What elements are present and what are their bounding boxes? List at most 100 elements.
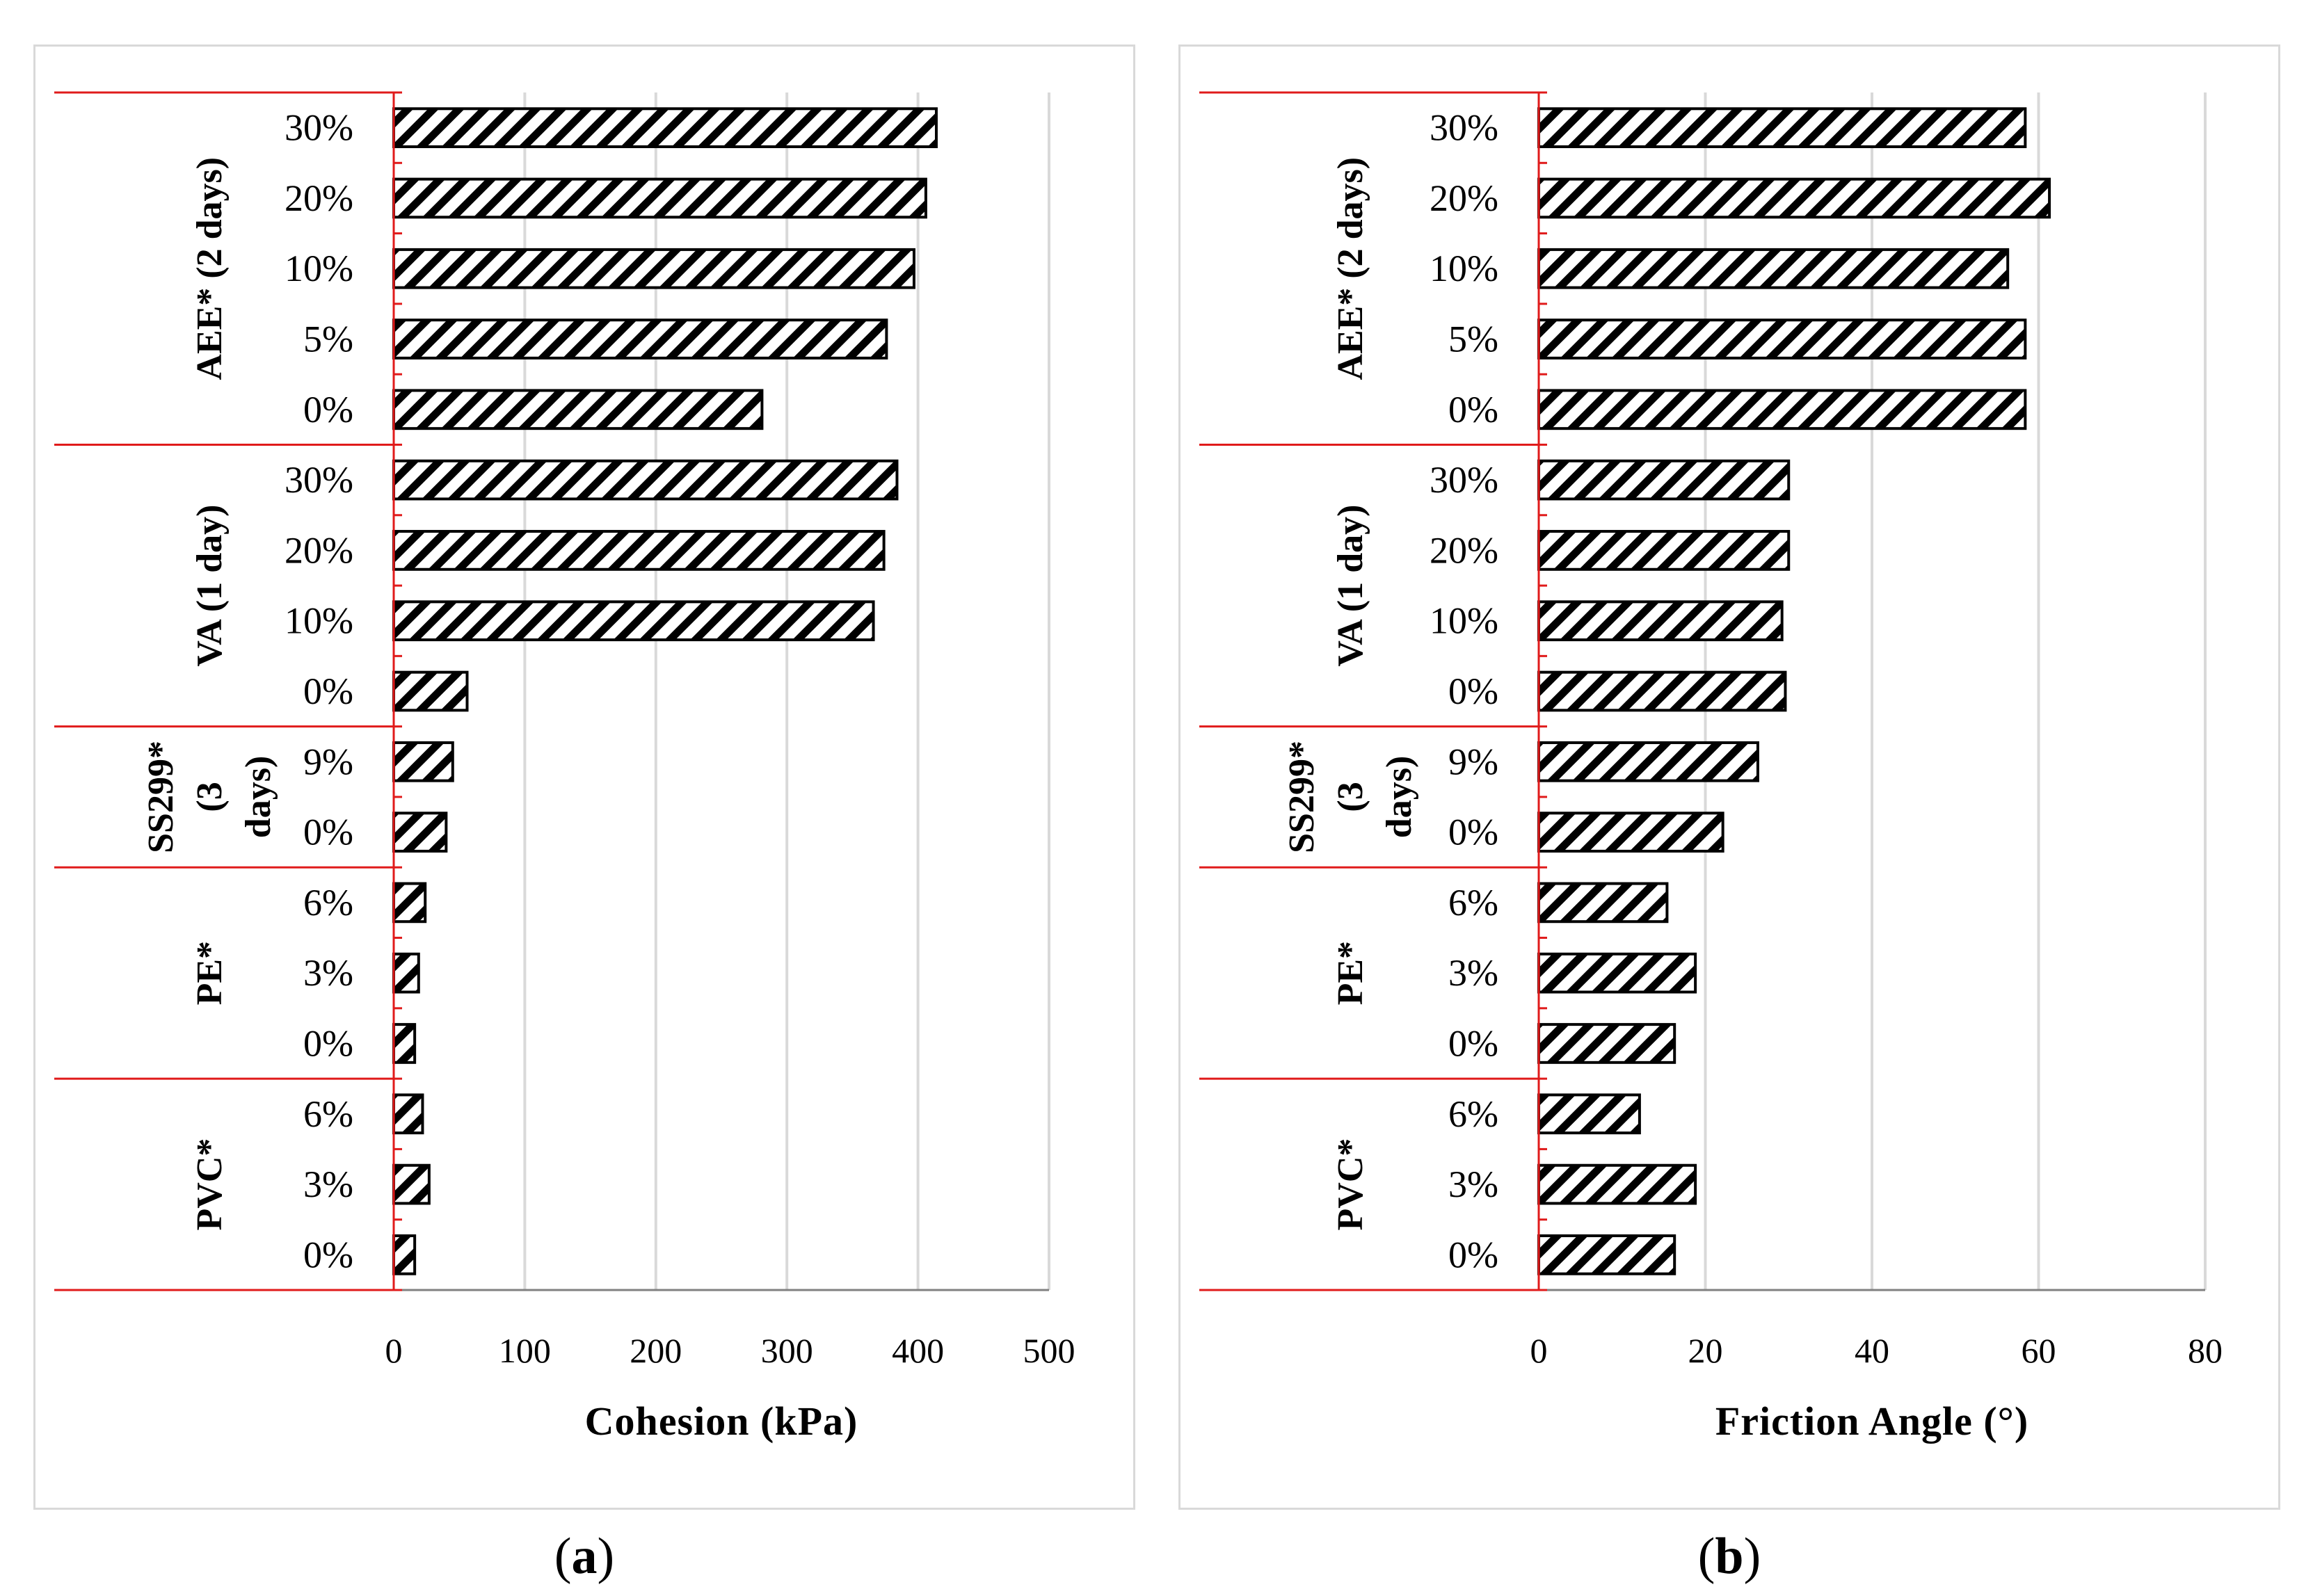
group-label: VA (1 day) (190, 505, 230, 667)
bar (392, 1023, 417, 1064)
x-tick-label: 60 (2022, 1331, 2056, 1370)
category-label: 6% (1448, 1093, 1498, 1135)
group-label-line: PVC* (1331, 1138, 1370, 1231)
bar (1537, 459, 1791, 501)
bar (1537, 1093, 1641, 1135)
group-label-line: (3 (1331, 782, 1370, 812)
category-label: 10% (1430, 600, 1498, 642)
bar (392, 177, 927, 219)
x-tick-label: 80 (2188, 1331, 2223, 1370)
group-label-line: SS299* (1282, 741, 1322, 853)
bar (1537, 882, 1669, 924)
category-label: 3% (1448, 952, 1498, 994)
category-label: 9% (303, 741, 353, 782)
category-label: 20% (285, 529, 353, 571)
category-label: 5% (1448, 319, 1498, 360)
category-label: 0% (303, 670, 353, 712)
bar (1537, 812, 1724, 853)
category-label: 10% (285, 248, 353, 289)
group-label: PE* (190, 941, 230, 1005)
category-label: 10% (285, 600, 353, 642)
group-label-line: PE* (1331, 941, 1370, 1005)
group-label: AEE* (2 days) (190, 157, 230, 380)
bar (392, 600, 875, 642)
bar (392, 952, 420, 994)
bar (1537, 741, 1759, 782)
x-tick-label: 200 (630, 1331, 682, 1370)
category-label: 20% (1430, 177, 1498, 219)
category-label: 0% (1448, 1234, 1498, 1275)
bar (1537, 319, 2027, 360)
group-label-line: VA (1 day) (1331, 505, 1370, 667)
bar (392, 248, 915, 289)
category-label: 0% (1448, 1022, 1498, 1064)
category-label: 3% (303, 952, 353, 994)
group-label: PVC* (190, 1138, 230, 1231)
category-label: 6% (303, 882, 353, 924)
category-label: 0% (1448, 812, 1498, 853)
x-tick-label: 100 (499, 1331, 551, 1370)
bar (392, 1093, 424, 1135)
bar (392, 741, 454, 782)
x-axis-title: Friction Angle (°) (1715, 1398, 2028, 1444)
x-tick-label: 300 (761, 1331, 813, 1370)
bar (392, 107, 938, 148)
bar (1537, 600, 1784, 642)
bar (392, 1163, 431, 1205)
bar (392, 319, 888, 360)
x-tick-label: 500 (1023, 1331, 1075, 1370)
category-label: 20% (285, 177, 353, 219)
bar (1537, 1234, 1676, 1275)
cohesion-chart: 30% 20% 10% 5% 0% 30% 20% 10% 0% 9% 0% 6% 3% 0% 6% 3% 0%… (54, 91, 1075, 1444)
category-label: 0% (303, 812, 353, 853)
bar (1537, 1163, 1697, 1205)
category-label: 30% (285, 459, 353, 501)
category-label: 3% (1448, 1163, 1498, 1205)
category-label: 6% (303, 1093, 353, 1135)
bar (392, 670, 469, 712)
x-tick-label: 0 (1530, 1331, 1548, 1370)
x-tick-label: 400 (892, 1331, 944, 1370)
group-label-line: PVC* (190, 1138, 230, 1231)
category-label: 10% (1430, 248, 1498, 289)
group-label-line: (3 (190, 782, 230, 812)
bar (392, 882, 427, 924)
category-label: 3% (303, 1163, 353, 1205)
group-label-line: days) (239, 756, 278, 838)
bar (1537, 1023, 1676, 1064)
bar (392, 530, 886, 571)
group-label: PE* (1331, 941, 1370, 1005)
category-label: 30% (1430, 107, 1498, 149)
category-label: 0% (1448, 670, 1498, 712)
panel-caption-a: (a) (554, 1528, 614, 1585)
bar (1537, 248, 2010, 289)
bar (1537, 107, 2027, 148)
group-label-line: SS299* (141, 741, 181, 853)
x-tick-label: 20 (1688, 1331, 1723, 1370)
group-label: AEE* (2 days) (1331, 157, 1370, 380)
bar (1537, 530, 1791, 571)
bar (392, 389, 764, 430)
friction-angle-chart: 30% 20% 10% 5% 0% 30% 20% 10% 0% 9% 0% 6% 3% 0% 6% 3% 0%… (1199, 91, 2223, 1444)
x-axis-title: Cohesion (kPa) (585, 1398, 858, 1444)
bar (1537, 177, 2051, 219)
category-label: 30% (285, 107, 353, 149)
category-label: 9% (1448, 741, 1498, 782)
bar (1537, 389, 2027, 430)
group-label: SS299* (3 days) (1282, 741, 1419, 853)
bar (392, 812, 448, 853)
group-label-line: VA (1 day) (190, 505, 230, 667)
category-label: 0% (1448, 389, 1498, 430)
x-tick-label: 0 (385, 1331, 403, 1370)
category-label: 0% (303, 1022, 353, 1064)
category-label: 30% (1430, 459, 1498, 501)
group-label: SS299* (3 days) (141, 741, 278, 853)
category-label: 5% (303, 319, 353, 360)
category-label: 0% (303, 1234, 353, 1275)
group-label: VA (1 day) (1331, 505, 1370, 667)
group-label-line: AEE* (2 days) (1331, 157, 1370, 380)
bar (1537, 952, 1697, 994)
category-label: 0% (303, 389, 353, 430)
x-tick-label: 40 (1855, 1331, 1889, 1370)
